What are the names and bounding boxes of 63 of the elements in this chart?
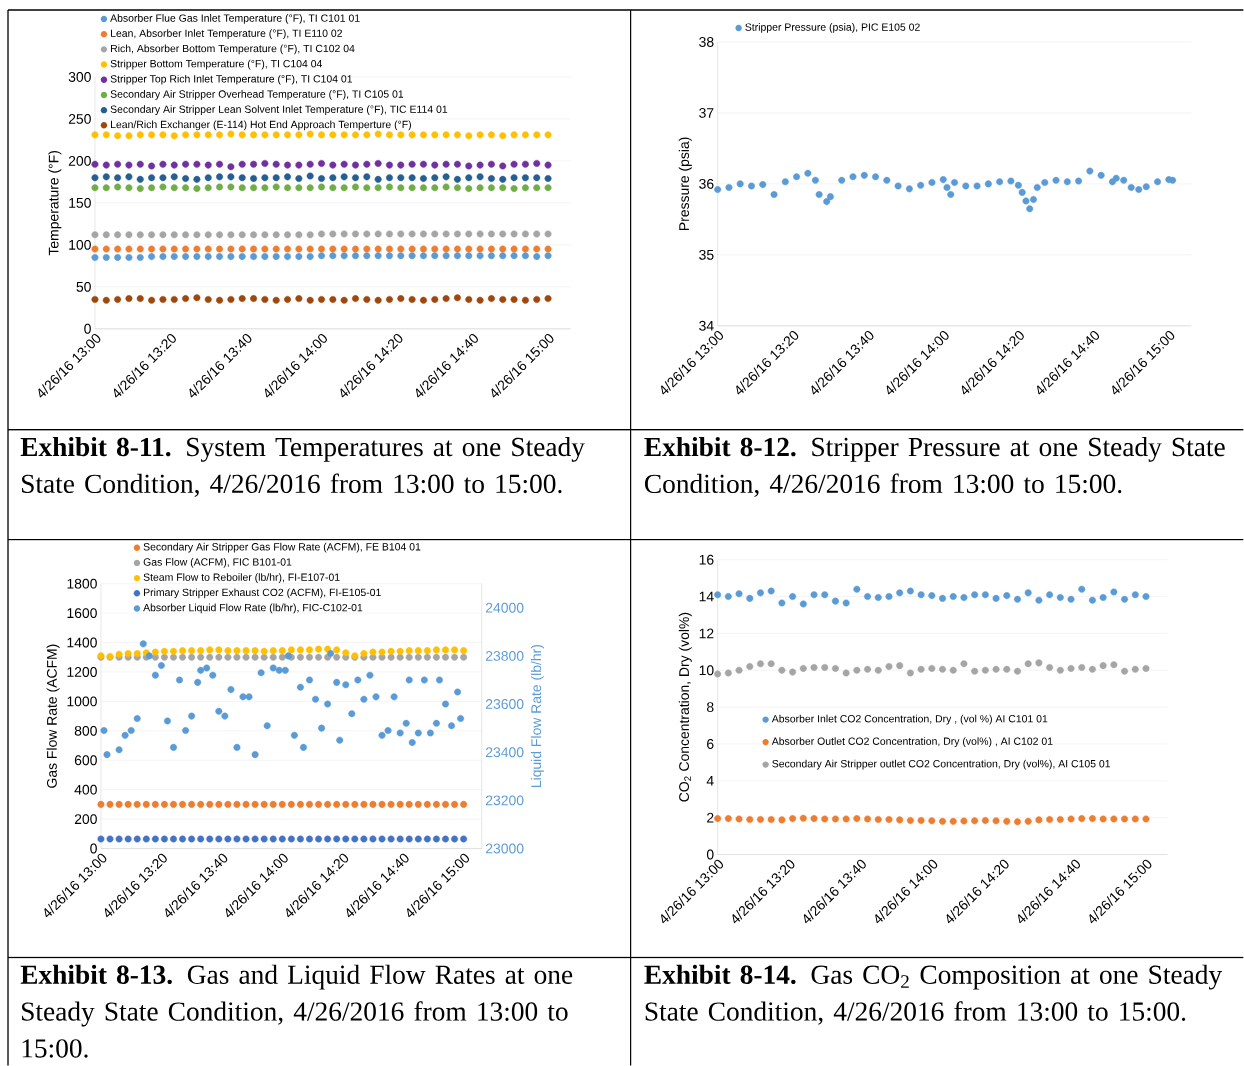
legend-label: Secondary Air Stripper Overhead Temperature (°F), TI C105 01 <box>110 90 404 100</box>
y-tick-label: 16 <box>699 554 714 565</box>
text: Exhibit 8-12. Stripper Pressure at one Steady State Condition, 4/26/2016 from 13:00 to 15:00. <box>644 436 1225 497</box>
legend-label: Stripper Top Rich Inlet Temperature (°F), TI C104 01 <box>110 74 353 85</box>
legend-label: Lean/Rich Exchanger (E-114) Hot End Approach Temperture (°F) <box>111 120 411 131</box>
legend-label: Steam Flow to Reboiler (lb/hr), FI-E107-01 <box>143 573 340 583</box>
y-tick-label: 12 <box>699 628 714 639</box>
y2-tick-label: 24000 <box>485 602 524 613</box>
y-tick-label: 150 <box>69 197 91 208</box>
y-tick-label: 6 <box>707 738 714 749</box>
y-tick-label: 1200 <box>67 666 97 677</box>
y-tick-label: 400 <box>74 784 97 795</box>
y-tick-label: 1800 <box>67 578 97 589</box>
y2-tick-label: 23600 <box>485 699 524 709</box>
y2-tick-label: 23800 <box>485 650 524 661</box>
legend-label: Stripper Bottom Temperature (°F), TI C104 04 <box>110 59 323 70</box>
y-tick-label: 100 <box>69 239 91 250</box>
y2-tick-label: 23200 <box>485 795 524 806</box>
text: Exhibit 8-14. Gas CO$_{2}$ Composition at one Steady State Condition, 4/26/2016 from 13:00 to 15:00. <box>644 964 1223 1025</box>
y-tick-label: 1000 <box>67 696 97 707</box>
y-tick-label: 35 <box>699 249 714 260</box>
y-tick-label: 38 <box>699 36 714 47</box>
y-tick-label: 250 <box>68 113 91 124</box>
legend-label: Absorber Outlet CO2 Concentration, Dry (vol%) , AI C102 01 <box>771 737 1053 747</box>
y2-tick-label: 23400 <box>485 747 524 758</box>
y-tick-label: 200 <box>68 155 91 166</box>
y-tick-label: 14 <box>699 591 714 602</box>
legend-label: Gas Flow (ACFM), FIC B101-01 <box>143 557 292 568</box>
text: Exhibit 8-11. System Temperatures at one Steady State Condition, 4/26/2016 from 13:00 to 15:00. <box>20 436 585 497</box>
y-tick-label: 0 <box>706 849 714 860</box>
y-tick-label: 37 <box>699 107 714 118</box>
y-tick-label: 1600 <box>67 608 97 619</box>
y-tick-label: 1400 <box>67 637 97 648</box>
y2-tick-label: 23000 <box>485 843 524 854</box>
legend-label: Secondary Air Stripper Lean Solvent Inlet Temperature (°F), TIC E114 01 <box>110 105 448 115</box>
y-tick-label: 200 <box>74 814 97 825</box>
y-tick-label: 34 <box>699 320 714 331</box>
y-tick-label: 2 <box>707 812 714 823</box>
legend-label: Secondary Air Stripper outlet CO2 Concentration, Dry (vol%), AI C105 01 <box>772 759 1111 770</box>
y-tick-label: 800 <box>74 725 97 736</box>
y-tick-label: 50 <box>76 281 91 292</box>
legend-label: Rich, Absorber Bottom Temperature (°F), TI C102 04 <box>111 44 355 55</box>
y-tick-label: 300 <box>68 71 91 82</box>
legend-label: Absorber Liquid Flow Rate (lb/hr), FIC-C102-01 <box>143 603 363 614</box>
y-tick-label: 600 <box>74 755 97 766</box>
y2-axis-title: Liquid Flow Rate (lb/hr) <box>530 644 544 787</box>
y-tick-label: 8 <box>706 702 714 713</box>
y-axis-title: CO$_{2}$ Concentration, Dry (vol%) <box>678 612 692 802</box>
y-axis-title: Gas Flow Rate (ACFM) <box>46 644 60 788</box>
y-tick-label: 0 <box>84 323 91 334</box>
legend-label: Primary Stripper Exhaust CO2 (ACFM), FI-E105-01 <box>143 588 381 599</box>
legend-label: Absorber Flue Gas Inlet Temperature (°F), TI C101 01 <box>110 14 360 24</box>
y-tick-label: 0 <box>90 843 97 854</box>
text: Exhibit 8-13. Gas and Liquid Flow Rates at one Steady State Condition, 4/26/2016 from 13:00 to 15:00. <box>20 964 573 1058</box>
y-tick-label: 36 <box>699 178 714 189</box>
y-axis-title: Temperature (°F) <box>48 150 62 256</box>
y-tick-label: 4 <box>706 776 714 786</box>
y-axis-title: Pressure (psia) <box>678 137 692 230</box>
legend-label: Lean, Absorber Inlet Temperature (°F), TI E110 02 <box>111 29 342 40</box>
legend-label: Stripper Pressure (psia), PIC E105 02 <box>745 23 920 33</box>
legend-label: Secondary Air Stripper Gas Flow Rate (ACFM), FE B104 01 <box>143 542 421 553</box>
legend-label: Absorber Inlet CO2 Concentration, Dry , (vol %) AI C101 01 <box>771 714 1048 725</box>
y-tick-label: 10 <box>699 665 714 676</box>
